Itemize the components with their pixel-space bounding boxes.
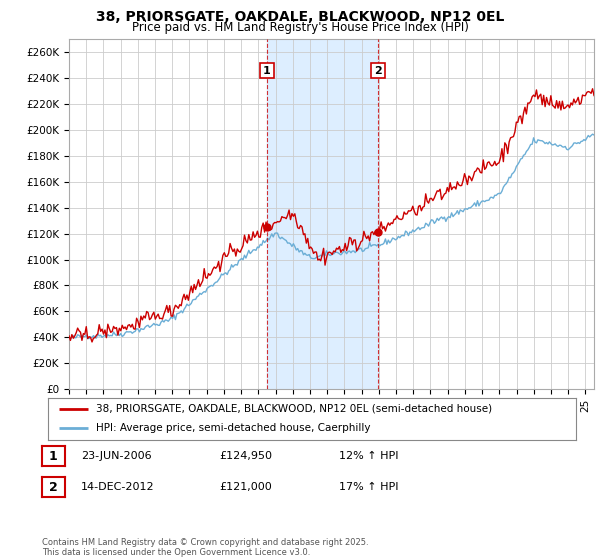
Text: 17% ↑ HPI: 17% ↑ HPI bbox=[339, 482, 398, 492]
Text: 38, PRIORSGATE, OAKDALE, BLACKWOOD, NP12 0EL: 38, PRIORSGATE, OAKDALE, BLACKWOOD, NP12… bbox=[96, 10, 504, 24]
Text: 38, PRIORSGATE, OAKDALE, BLACKWOOD, NP12 0EL (semi-detached house): 38, PRIORSGATE, OAKDALE, BLACKWOOD, NP12… bbox=[95, 404, 491, 414]
Text: 1: 1 bbox=[263, 66, 271, 76]
Text: Contains HM Land Registry data © Crown copyright and database right 2025.
This d: Contains HM Land Registry data © Crown c… bbox=[42, 538, 368, 557]
Bar bbox=[267, 39, 378, 389]
Text: Price paid vs. HM Land Registry's House Price Index (HPI): Price paid vs. HM Land Registry's House … bbox=[131, 21, 469, 34]
Text: 14-DEC-2012: 14-DEC-2012 bbox=[81, 482, 155, 492]
Text: 1: 1 bbox=[49, 450, 58, 463]
Text: £124,950: £124,950 bbox=[219, 451, 272, 461]
Text: £121,000: £121,000 bbox=[219, 482, 272, 492]
Text: 2: 2 bbox=[374, 66, 382, 76]
Text: HPI: Average price, semi-detached house, Caerphilly: HPI: Average price, semi-detached house,… bbox=[95, 423, 370, 433]
Text: 2: 2 bbox=[49, 480, 58, 494]
Text: 12% ↑ HPI: 12% ↑ HPI bbox=[339, 451, 398, 461]
Text: 23-JUN-2006: 23-JUN-2006 bbox=[81, 451, 152, 461]
